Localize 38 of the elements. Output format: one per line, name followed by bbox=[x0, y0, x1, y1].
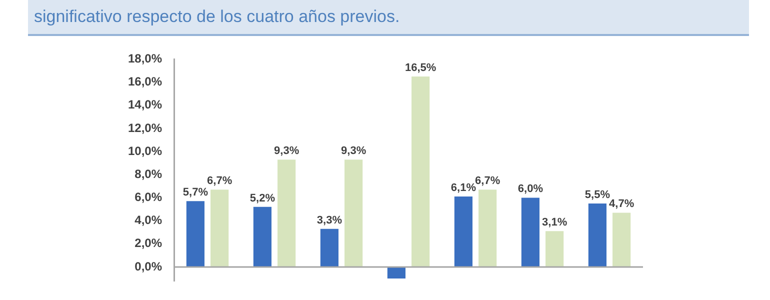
y-tick-label: 2,0% bbox=[134, 236, 162, 250]
y-tick-label: 6,0% bbox=[134, 190, 162, 204]
chart-title: significativo respecto de los cuatro años previos. bbox=[28, 0, 749, 36]
data-label: 4,7% bbox=[609, 198, 634, 210]
y-tick-label: 16,0% bbox=[128, 74, 162, 89]
y-tick-label: 4,0% bbox=[134, 213, 162, 228]
bar bbox=[588, 203, 606, 267]
data-label: 9,3% bbox=[274, 145, 300, 158]
y-tick-label: 8,0% bbox=[134, 166, 162, 181]
y-tick-label: 12,0% bbox=[128, 120, 162, 135]
y-tick-label: 18,0% bbox=[128, 52, 162, 66]
bar bbox=[253, 206, 272, 267]
bar bbox=[478, 190, 497, 267]
data-label: 6,7% bbox=[475, 175, 500, 188]
bar bbox=[344, 160, 363, 267]
data-label: 5,2% bbox=[250, 192, 276, 204]
data-label: 3,1% bbox=[542, 216, 568, 229]
bar bbox=[320, 228, 338, 267]
data-label: 3,3% bbox=[316, 214, 342, 226]
bar bbox=[186, 201, 204, 267]
data-label: 6,7% bbox=[207, 175, 232, 188]
data-label: 5,5% bbox=[584, 189, 610, 201]
bar bbox=[612, 212, 631, 267]
bar bbox=[387, 266, 406, 278]
bar bbox=[210, 190, 229, 267]
data-label: 6,0% bbox=[518, 183, 544, 196]
data-label: 9,3% bbox=[341, 145, 366, 158]
bar bbox=[521, 198, 540, 267]
bar bbox=[454, 196, 472, 267]
data-label: 5,7% bbox=[182, 186, 208, 199]
data-label: 16,5% bbox=[404, 62, 436, 74]
y-tick-label: 14,0% bbox=[128, 98, 162, 112]
y-tick-label: 10,0% bbox=[128, 144, 162, 158]
bar bbox=[546, 231, 564, 267]
bar bbox=[412, 76, 430, 267]
y-tick-label: 0,0% bbox=[134, 259, 162, 274]
bar bbox=[278, 160, 296, 267]
data-label: 6,1% bbox=[450, 182, 476, 194]
